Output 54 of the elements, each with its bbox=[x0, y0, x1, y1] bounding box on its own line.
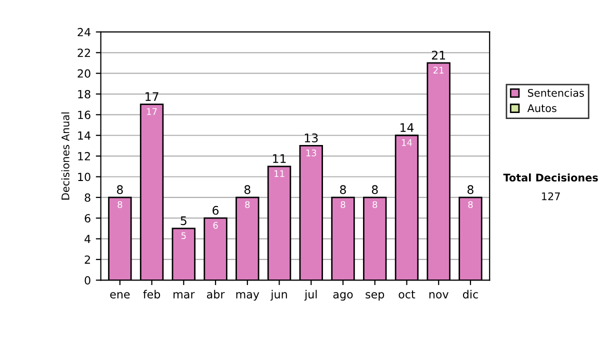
x-tick-label: feb bbox=[143, 290, 160, 298]
total-label: 17 bbox=[146, 92, 158, 101]
total-label: 21 bbox=[432, 50, 446, 60]
total-label: 13 bbox=[304, 133, 318, 142]
data-label: 8 bbox=[468, 201, 473, 208]
data-label: 5 bbox=[181, 232, 186, 240]
y-tick-label: 12 bbox=[78, 152, 90, 160]
y-tick-label: 16 bbox=[78, 110, 90, 120]
x-tick-label: mar bbox=[174, 292, 195, 298]
y-tick-label: 20 bbox=[78, 69, 90, 78]
legend-label: Autos bbox=[527, 104, 556, 112]
x-tick-label: jun bbox=[270, 290, 287, 301]
y-tick-label: 18 bbox=[78, 90, 90, 98]
x-tick-label: ene bbox=[110, 292, 130, 298]
total-label: 11 bbox=[273, 154, 286, 163]
data-label: 13 bbox=[306, 149, 316, 156]
x-tick-label: abr bbox=[206, 290, 225, 298]
data-label: 8 bbox=[245, 201, 250, 208]
data-label: 11 bbox=[274, 170, 284, 177]
text: Total Decisiones bbox=[503, 173, 598, 182]
y-tick-label: 0 bbox=[84, 276, 90, 285]
data-label: 14 bbox=[402, 139, 412, 146]
y-axis-title: Decisiones Anual bbox=[61, 112, 70, 200]
data-label: 8 bbox=[372, 201, 378, 208]
y-tick-label: 10 bbox=[78, 172, 90, 182]
y-tick-label: 22 bbox=[78, 48, 90, 57]
total-label: 8 bbox=[372, 185, 378, 194]
data-label: 17 bbox=[147, 108, 157, 115]
total-label: 14 bbox=[400, 123, 414, 132]
total-label: 8 bbox=[116, 185, 123, 194]
x-tick-label: oct bbox=[398, 290, 416, 298]
total-label: 8 bbox=[244, 185, 250, 194]
total-label: 8 bbox=[340, 185, 346, 194]
y-tick-label: 24 bbox=[78, 28, 90, 36]
y-tick-label: 4 bbox=[84, 234, 90, 244]
x-tick-label: sep bbox=[366, 292, 384, 301]
y-tick-label: 6 bbox=[84, 214, 90, 222]
y-tick-label: 8 bbox=[84, 193, 90, 202]
x-tick-label: jul bbox=[304, 290, 317, 301]
x-tick-label: may bbox=[236, 292, 260, 301]
data-label: 8 bbox=[340, 201, 346, 208]
y-tick-label: 2 bbox=[84, 255, 90, 264]
x-tick-label: dic bbox=[462, 290, 478, 298]
legend-label: Sentencias bbox=[528, 88, 584, 97]
x-tick-label: ago bbox=[333, 292, 353, 301]
text: 127 bbox=[542, 192, 560, 200]
total-label: 6 bbox=[212, 206, 219, 215]
data-label: 6 bbox=[213, 222, 218, 229]
data-label: 21 bbox=[434, 66, 444, 74]
total-label: 8 bbox=[468, 185, 474, 194]
y-tick-label: 14 bbox=[78, 131, 90, 140]
total-label: 5 bbox=[180, 216, 186, 226]
x-tick-label: nov bbox=[429, 292, 448, 298]
data-label: 8 bbox=[118, 201, 122, 208]
